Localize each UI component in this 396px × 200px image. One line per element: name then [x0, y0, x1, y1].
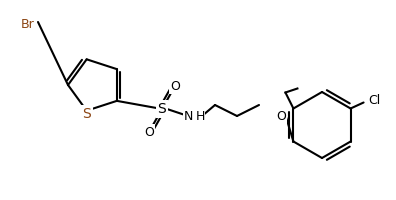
Text: S: S [82, 107, 91, 121]
Text: S: S [158, 102, 166, 116]
Text: Cl: Cl [369, 94, 381, 107]
Text: H: H [196, 110, 206, 122]
Text: Br: Br [21, 19, 35, 31]
Text: N: N [183, 110, 193, 122]
Text: O: O [276, 110, 286, 122]
Text: O: O [170, 79, 180, 92]
Text: O: O [144, 126, 154, 138]
